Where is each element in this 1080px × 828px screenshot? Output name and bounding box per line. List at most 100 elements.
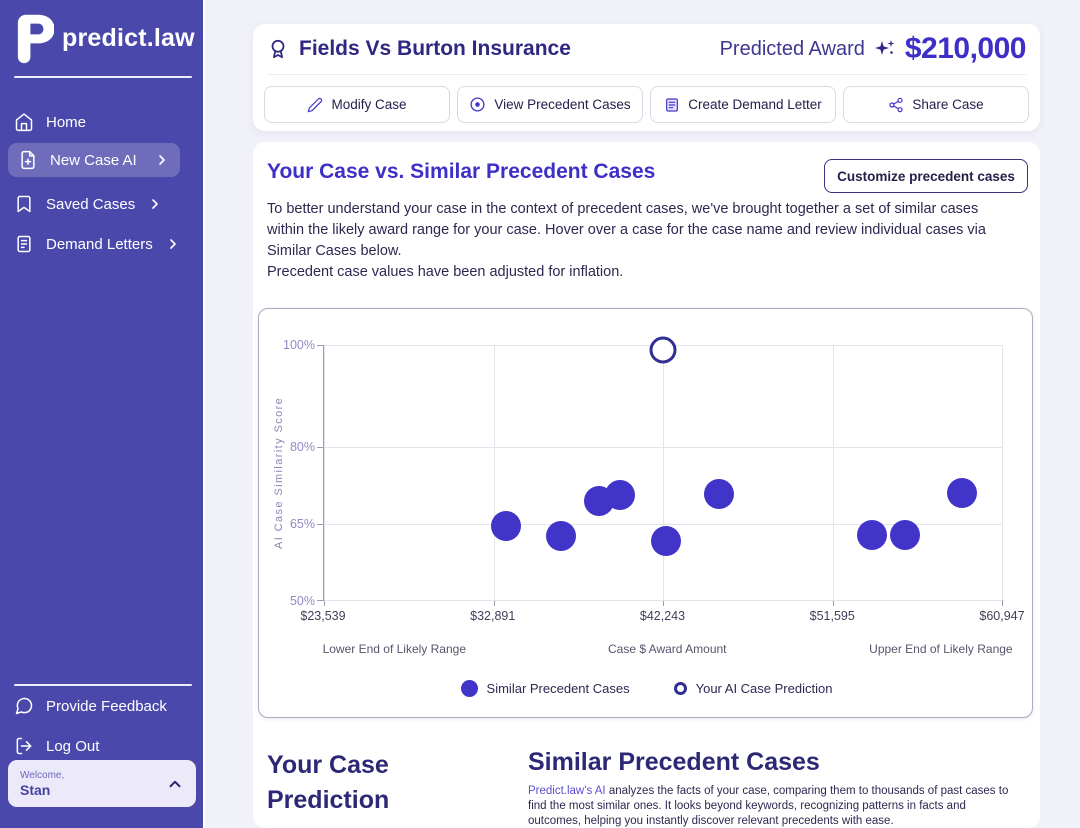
pencil-icon (308, 97, 323, 112)
sidebar-divider-bottom (14, 684, 192, 686)
comparison-panel: Your Case vs. Similar Precedent Cases Cu… (253, 142, 1040, 828)
scatter-chart-card: AI Case Similarity Score 100% 80% 65% 50% $… (258, 308, 1033, 718)
x-axis-ticks: $23,539 $32,891 $42,243 $51,595 $60,947 (300, 609, 1024, 625)
sidebar-item-saved-cases[interactable]: Saved Cases (14, 190, 163, 218)
logo[interactable]: predict.law (14, 12, 195, 64)
x-tick-mark (324, 600, 325, 606)
sidebar-item-label: Home (46, 113, 87, 131)
x-tick-mark (832, 600, 834, 606)
x-gridline (493, 345, 495, 600)
sidebar-item-new-case-ai[interactable]: New Case AI (8, 143, 180, 177)
similar-precedent-cases-heading: Similar Precedent Cases (528, 748, 820, 776)
y-tick-mark (317, 447, 324, 448)
log-out-icon (16, 737, 32, 755)
y-tick-label: 50% (289, 594, 315, 608)
view-precedent-cases-button[interactable]: View Precedent Cases (457, 86, 643, 123)
predict-law-ai-link[interactable]: Predict.law's AI (528, 785, 606, 797)
section-description-line1: To better understand your case in the co… (267, 201, 986, 259)
share-icon (889, 97, 903, 112)
award-ribbon-icon (271, 39, 285, 59)
predicted-award-value: $210,000 (904, 32, 1027, 65)
home-icon (15, 113, 33, 132)
y-tick-mark (317, 600, 324, 601)
case-header-card: Fields Vs Burton Insurance Predicted Awa… (253, 24, 1040, 131)
sidebar-item-label: Saved Cases (46, 195, 136, 213)
x-tick-mark (1002, 600, 1003, 606)
sidebar-item-label: New Case AI (50, 151, 137, 169)
chevron-right-icon (165, 236, 181, 252)
x-gridline (1002, 345, 1003, 600)
legend-label: Your AI Case Prediction (695, 681, 833, 696)
x-gridline (324, 345, 325, 600)
y-gridline (324, 600, 1002, 601)
file-plus-icon (21, 150, 35, 170)
x-axis-group-labels: Lower End of Likely Range Case $ Award Am… (322, 642, 1013, 658)
legend-label: Similar Precedent Cases (486, 681, 630, 696)
main-content: Fields Vs Burton Insurance Predicted Awa… (205, 0, 1080, 828)
x-axis-group-label: Case $ Award Amount (607, 642, 727, 656)
x-tick-label: $42,243 (639, 609, 686, 623)
x-tick-label: $32,891 (470, 609, 516, 623)
sidebar: predict.law Home New Case AI Saved Cases… (0, 0, 205, 828)
precedent-case-dot[interactable] (946, 478, 977, 509)
y-tick-mark (317, 523, 324, 525)
x-gridline (663, 345, 664, 600)
precedent-case-dot[interactable] (651, 526, 682, 557)
button-label: Share Case (912, 97, 984, 112)
case-title: Fields Vs Burton Insurance (299, 37, 571, 60)
prediction-dot[interactable] (649, 336, 677, 364)
customize-precedent-cases-button[interactable]: Customize precedent cases (824, 159, 1028, 193)
sidebar-item-log-out[interactable]: Log Out (14, 732, 99, 760)
button-label: Modify Case (331, 97, 407, 112)
logo-text: predict.law (62, 23, 195, 52)
similar-precedent-cases-text-rest: analyzes the facts of your case, compari… (528, 785, 1009, 827)
bookmark-icon (17, 195, 31, 213)
sidebar-item-provide-feedback[interactable]: Provide Feedback (14, 692, 167, 720)
predict-law-logo-icon (17, 14, 54, 64)
user-name: Stan (20, 781, 51, 798)
chart-legend: Similar Precedent Cases Your AI Case Pre… (259, 680, 1034, 697)
your-case-prediction-heading: Your Case Prediction (267, 751, 390, 814)
precedent-case-dot[interactable] (890, 520, 921, 551)
letter-document-icon (666, 97, 679, 112)
sparkles-icon (874, 40, 895, 55)
sidebar-divider-top (14, 76, 192, 78)
precedent-case-dot[interactable] (491, 511, 522, 542)
predicted-award: Predicted Award $210,000 (720, 32, 1027, 66)
sidebar-item-home[interactable]: Home (14, 108, 86, 136)
y-tick-label: 100% (283, 338, 315, 352)
user-menu[interactable]: Welcome, Stan (8, 760, 196, 807)
x-tick-mark (493, 600, 495, 606)
create-demand-letter-button[interactable]: Create Demand Letter (650, 86, 836, 123)
y-tick-label: 65% (289, 517, 315, 532)
x-axis-group-label: Upper End of Likely Range (869, 642, 1013, 656)
eye-icon (470, 97, 485, 112)
x-gridline (832, 345, 834, 600)
similar-precedent-cases-block: Similar Precedent Cases Predict.law's AI… (528, 748, 1018, 828)
case-actions: Modify Case View Precedent Cases Create … (264, 86, 1029, 123)
sidebar-item-demand-letters[interactable]: Demand Letters (14, 230, 181, 258)
button-label: View Precedent Cases (494, 97, 631, 112)
similar-precedent-cases-text: Predict.law's AI analyzes the facts of y… (528, 784, 1018, 828)
section-description-line2: Precedent case values have been adjusted… (267, 264, 624, 280)
sidebar-item-label: Demand Letters (46, 235, 153, 253)
y-axis-ticks: 100% 80% 65% 50% (259, 338, 315, 608)
precedent-case-dot[interactable] (703, 479, 734, 510)
x-axis-group-label: Lower End of Likely Range (322, 642, 466, 656)
document-lines-icon (17, 235, 31, 253)
sidebar-item-label: Provide Feedback (46, 697, 167, 715)
precedent-case-dot[interactable] (604, 480, 635, 511)
user-welcome: Welcome, Stan (20, 770, 64, 798)
chevron-up-icon[interactable] (166, 775, 184, 793)
x-tick-label: $51,595 (809, 609, 855, 623)
x-tick-mark (663, 600, 664, 606)
precedent-case-dot[interactable] (857, 520, 888, 551)
precedent-case-dot[interactable] (545, 521, 576, 552)
chevron-right-icon (147, 196, 163, 212)
modify-case-button[interactable]: Modify Case (264, 86, 450, 123)
legend-filled-dot-icon (460, 680, 478, 697)
share-case-button[interactable]: Share Case (843, 86, 1029, 123)
legend-item-precedent: Similar Precedent Cases (460, 680, 630, 697)
x-tick-label: $23,539 (300, 609, 346, 623)
